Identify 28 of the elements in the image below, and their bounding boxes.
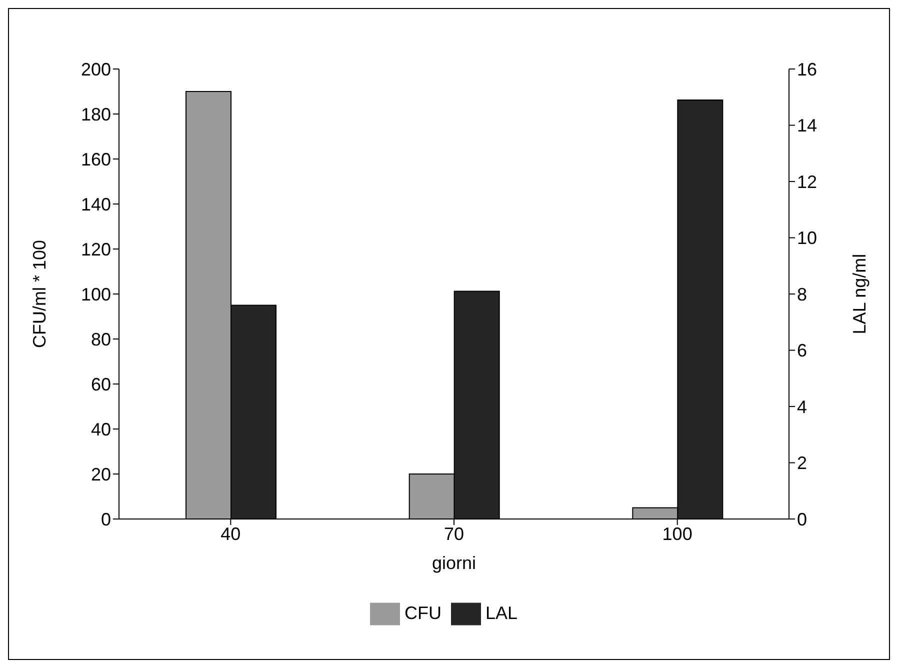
y-tick-label: 60 [90, 374, 111, 394]
x-axis-title: giorni [432, 553, 476, 573]
y2-tick-label: 8 [797, 284, 808, 304]
y2-tick-label: 0 [797, 509, 808, 530]
legend-label: CFU [404, 602, 442, 623]
y-tick-label: 180 [80, 104, 111, 124]
y-tick-label: 120 [80, 239, 111, 260]
y-tick-label: 160 [80, 149, 111, 170]
y-axis-title: CFU/ml * 100 [29, 240, 50, 348]
y2-tick-label: 6 [797, 340, 808, 361]
x-tick-label: 40 [220, 524, 241, 544]
y2-tick-label: 10 [797, 228, 818, 248]
y2-axis-title: LAL ng/ml [849, 254, 870, 334]
y-tick-label: 40 [90, 419, 111, 440]
x-tick-label: 70 [444, 524, 464, 544]
y-tick-label: 0 [100, 509, 111, 530]
y2-tick-label: 2 [797, 453, 808, 474]
y2-tick-label: 12 [797, 172, 818, 192]
y-tick-label: 20 [90, 464, 111, 484]
y2-tick-label: 4 [797, 396, 808, 417]
x-tick-label: 100 [662, 524, 692, 544]
y-tick-label: 200 [80, 59, 111, 80]
y2-tick-label: 16 [797, 59, 818, 80]
y2-tick-label: 14 [797, 116, 818, 136]
legend-label: LAL [485, 602, 518, 623]
y-tick-label: 100 [80, 284, 111, 304]
y-tick-label: 80 [90, 329, 111, 350]
y-tick-label: 140 [80, 194, 111, 214]
